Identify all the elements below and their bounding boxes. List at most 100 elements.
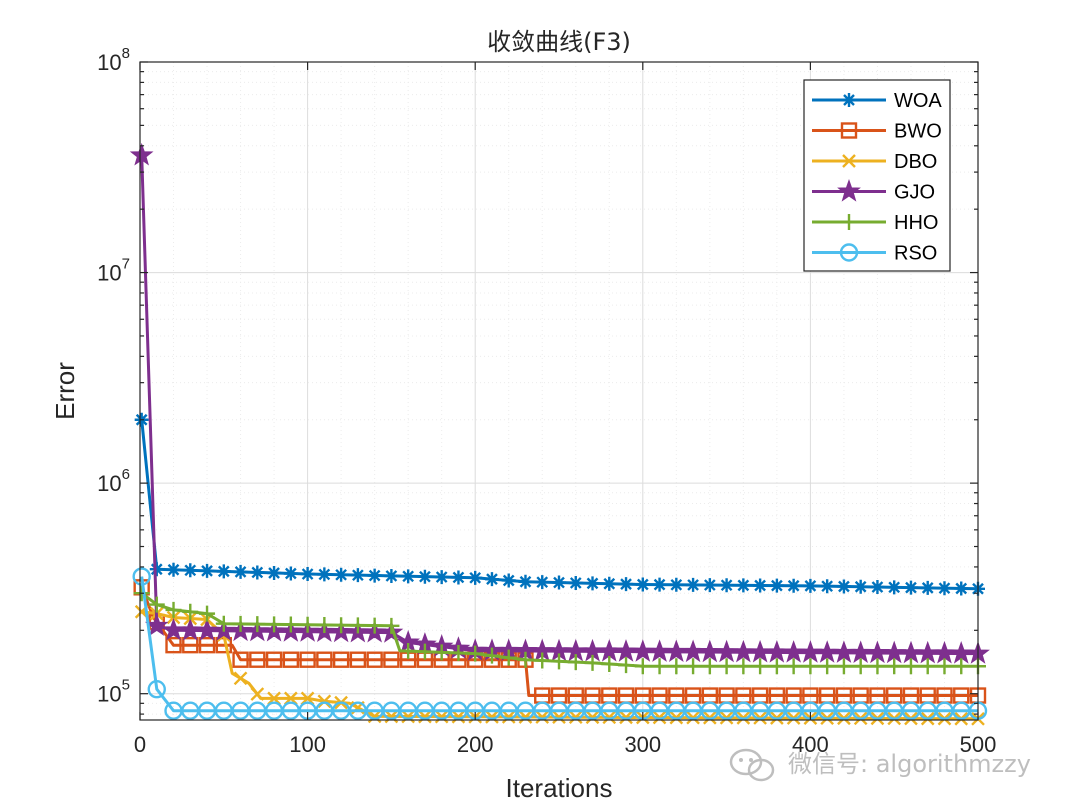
data-point-bwo <box>383 651 400 668</box>
data-point-woa <box>769 578 784 593</box>
data-point-hho <box>534 652 551 669</box>
data-point-hho <box>182 603 199 620</box>
data-point-hho <box>215 615 232 632</box>
data-point-dbo <box>585 710 600 725</box>
data-point-hho <box>685 658 702 675</box>
legend-label: HHO <box>894 212 938 234</box>
data-point-hho <box>752 658 769 675</box>
data-point-hho <box>148 596 165 613</box>
data-point-hho <box>467 645 484 662</box>
watermark-text: 微信号: algorithmzzy <box>788 750 1031 778</box>
data-point-woa <box>267 565 282 580</box>
data-point-hho <box>902 658 919 675</box>
data-point-hho <box>651 658 668 675</box>
data-point-woa <box>954 581 969 596</box>
data-point-dbo <box>602 710 617 725</box>
grid <box>140 61 978 720</box>
data-point-hho <box>416 643 433 660</box>
data-point-woa <box>401 569 416 584</box>
data-point-woa <box>903 580 918 595</box>
data-point-woa <box>149 562 164 577</box>
wechat-logo-icon <box>729 748 775 782</box>
data-point-woa <box>300 567 315 582</box>
data-point-bwo <box>182 636 199 654</box>
data-point-rso <box>132 567 151 586</box>
data-point-hho <box>349 617 366 634</box>
data-point-hho <box>835 658 852 675</box>
data-point-dbo <box>619 710 633 725</box>
data-point-woa <box>669 577 684 592</box>
data-point-woa <box>200 563 215 578</box>
legend-entry-woa: WOA <box>812 90 942 112</box>
data-point-bwo <box>249 651 266 668</box>
legend-label: BWO <box>894 121 942 143</box>
data-point-woa <box>233 564 248 579</box>
data-point-woa <box>619 577 634 592</box>
data-point-bwo <box>366 651 383 668</box>
x-tick-label: 300 <box>624 732 661 757</box>
data-point-hho <box>500 649 517 666</box>
data-point-woa <box>216 564 231 579</box>
legend-entry-dbo: DBO <box>812 151 937 173</box>
data-point-dbo <box>568 710 583 725</box>
data-point-woa <box>552 575 566 590</box>
data-point-hho <box>852 658 869 675</box>
legend-marker-dbo <box>842 154 856 168</box>
legend-box <box>803 79 951 272</box>
plot-frame <box>139 61 979 721</box>
data-point-woa <box>937 581 952 596</box>
data-point-woa <box>417 569 432 584</box>
data-point-hho <box>936 658 953 675</box>
data-point-woa <box>870 580 885 595</box>
data-point-hho <box>634 658 651 675</box>
legend-label: GJO <box>894 182 935 204</box>
data-point-hho <box>718 658 735 675</box>
x-tick-label: 200 <box>457 732 494 757</box>
data-point-bwo <box>332 651 350 668</box>
data-point-woa <box>635 577 650 592</box>
y-tick-label: 107 <box>97 256 130 286</box>
x-axis-label: Iterations <box>506 773 613 803</box>
data-point-woa <box>686 577 701 592</box>
data-point-woa <box>166 562 181 577</box>
data-point-woa <box>518 574 533 589</box>
data-point-hho <box>869 658 886 675</box>
data-point-woa <box>350 568 365 583</box>
data-point-hho <box>165 601 182 618</box>
y-tick-label: 106 <box>97 466 130 496</box>
data-point-woa <box>468 570 483 585</box>
data-point-hho <box>551 653 567 670</box>
x-tick-label: 0 <box>134 732 146 757</box>
data-point-hho <box>199 605 216 622</box>
x-tick-label: 100 <box>289 732 326 757</box>
data-point-woa <box>568 575 583 590</box>
x-tick-label: 500 <box>960 732 997 757</box>
data-point-hho <box>802 658 819 675</box>
data-point-hho <box>567 654 584 671</box>
data-point-hho <box>735 658 752 675</box>
data-point-hho <box>768 658 785 675</box>
series-lines <box>129 142 990 726</box>
data-point-hho <box>249 616 266 633</box>
data-point-woa <box>920 580 935 595</box>
data-point-woa <box>535 575 550 590</box>
data-point-dbo <box>300 691 315 706</box>
data-point-bwo <box>232 651 249 668</box>
data-point-woa <box>451 570 466 585</box>
data-point-woa <box>384 568 399 583</box>
data-point-bwo <box>282 651 300 668</box>
data-point-bwo <box>265 651 283 668</box>
data-point-woa <box>183 563 198 578</box>
data-point-dbo <box>434 709 449 724</box>
data-point-hho <box>366 617 383 634</box>
data-point-dbo <box>418 709 432 724</box>
data-point-woa <box>702 578 717 593</box>
data-point-hho <box>433 644 450 661</box>
legend-entry-rso: RSO <box>812 243 937 265</box>
data-point-hho <box>601 656 618 673</box>
data-point-woa <box>317 567 332 582</box>
data-point-woa <box>250 565 265 580</box>
data-point-hho <box>618 657 635 674</box>
data-point-dbo <box>250 687 265 701</box>
data-point-woa <box>585 576 600 591</box>
